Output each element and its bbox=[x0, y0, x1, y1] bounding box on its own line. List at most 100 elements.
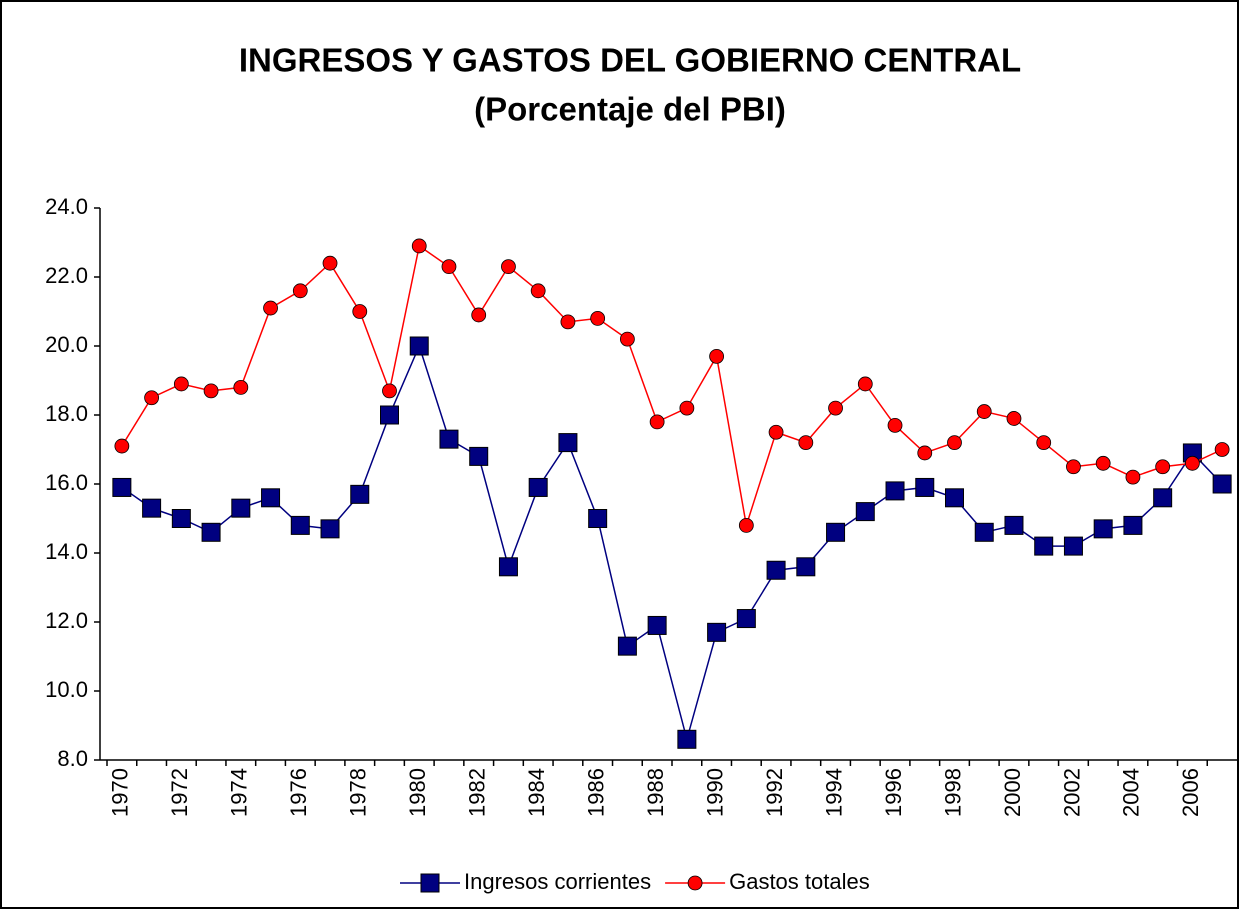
data-point bbox=[1125, 469, 1141, 485]
data-point bbox=[588, 509, 608, 528]
x-tick-label: 1972 bbox=[167, 768, 192, 817]
x-tick-label: 1970 bbox=[108, 768, 133, 817]
data-point bbox=[201, 522, 221, 542]
data-point bbox=[709, 348, 725, 364]
data-point bbox=[798, 435, 814, 451]
data-point bbox=[560, 314, 576, 330]
data-point bbox=[173, 376, 189, 392]
data-point bbox=[142, 498, 162, 518]
data-point bbox=[1153, 488, 1173, 508]
data-point bbox=[738, 518, 754, 533]
data-point bbox=[439, 429, 459, 449]
data-point bbox=[263, 300, 278, 316]
data-point bbox=[469, 446, 489, 466]
data-point bbox=[1212, 474, 1232, 494]
x-tick-label: 1974 bbox=[227, 768, 252, 817]
legend-marker bbox=[687, 875, 703, 891]
x-tick-label: 1996 bbox=[881, 768, 906, 817]
data-point bbox=[766, 560, 786, 580]
data-point bbox=[233, 379, 249, 395]
legend-label: Gastos totales bbox=[729, 869, 870, 894]
data-point bbox=[1093, 519, 1113, 539]
data-point bbox=[887, 417, 903, 433]
data-point bbox=[617, 636, 637, 656]
data-point bbox=[409, 336, 429, 356]
data-point bbox=[382, 383, 397, 399]
x-tick-label: 1986 bbox=[583, 768, 608, 817]
data-point bbox=[768, 424, 784, 440]
y-tick-label: 22.0 bbox=[45, 263, 88, 288]
data-point bbox=[1036, 435, 1052, 451]
y-tick-label: 24.0 bbox=[45, 194, 88, 219]
data-point bbox=[974, 522, 994, 542]
data-point bbox=[1004, 515, 1024, 535]
legend-marker bbox=[420, 873, 440, 893]
data-point bbox=[1066, 459, 1081, 475]
data-point bbox=[857, 376, 873, 392]
y-tick-label: 8.0 bbox=[57, 746, 88, 771]
data-point bbox=[917, 445, 933, 461]
data-point bbox=[707, 622, 727, 642]
data-point bbox=[1095, 455, 1111, 471]
data-point bbox=[1034, 536, 1054, 556]
data-point bbox=[501, 259, 516, 275]
data-point bbox=[320, 519, 340, 539]
data-point bbox=[290, 515, 310, 535]
y-tick-label: 14.0 bbox=[45, 539, 88, 564]
y-tick-label: 10.0 bbox=[45, 677, 88, 702]
data-point bbox=[828, 400, 843, 416]
x-tick-label: 1984 bbox=[524, 768, 549, 817]
data-point bbox=[649, 414, 665, 430]
data-point bbox=[498, 557, 518, 577]
data-point bbox=[261, 488, 281, 508]
data-point bbox=[947, 435, 962, 451]
data-point bbox=[976, 404, 992, 419]
y-tick-label: 16.0 bbox=[45, 470, 88, 495]
data-point bbox=[530, 283, 546, 299]
data-point bbox=[441, 259, 457, 275]
x-tick-label: 2006 bbox=[1178, 768, 1203, 817]
data-point bbox=[203, 383, 219, 399]
x-tick-label: 1992 bbox=[762, 768, 787, 817]
data-point bbox=[352, 304, 368, 319]
x-tick-label: 1998 bbox=[940, 768, 965, 817]
chart-subtitle: (Porcentaje del PBI) bbox=[474, 91, 786, 128]
data-point bbox=[677, 729, 697, 749]
data-point bbox=[679, 400, 695, 416]
data-point bbox=[1184, 455, 1200, 471]
data-point bbox=[1155, 459, 1171, 475]
x-tick-label: 2002 bbox=[1059, 768, 1084, 817]
data-point bbox=[1123, 515, 1143, 535]
data-point bbox=[558, 433, 578, 453]
y-tick-label: 18.0 bbox=[45, 401, 88, 426]
data-point bbox=[292, 283, 308, 299]
x-tick-label: 2000 bbox=[1000, 768, 1025, 817]
data-point bbox=[1006, 411, 1022, 426]
x-tick-label: 1978 bbox=[346, 768, 371, 817]
data-point bbox=[1063, 536, 1083, 556]
legend-label: Ingresos corrientes bbox=[464, 869, 651, 894]
data-point bbox=[322, 255, 338, 271]
data-point bbox=[411, 238, 427, 254]
data-point bbox=[945, 488, 964, 508]
data-point bbox=[736, 609, 756, 629]
data-point bbox=[231, 498, 251, 518]
data-point bbox=[590, 310, 606, 326]
data-point bbox=[619, 331, 635, 347]
x-tick-label: 1982 bbox=[465, 768, 490, 817]
y-tick-label: 20.0 bbox=[45, 332, 88, 357]
x-tick-label: 1994 bbox=[821, 768, 846, 817]
data-point bbox=[915, 477, 935, 497]
data-point bbox=[171, 509, 191, 528]
data-point bbox=[796, 557, 816, 577]
data-point bbox=[471, 307, 487, 323]
x-tick-label: 1980 bbox=[405, 768, 430, 817]
data-point bbox=[112, 477, 132, 497]
data-point bbox=[114, 438, 130, 454]
data-point bbox=[144, 390, 160, 406]
data-point bbox=[647, 615, 667, 635]
x-tick-label: 1988 bbox=[643, 768, 668, 817]
